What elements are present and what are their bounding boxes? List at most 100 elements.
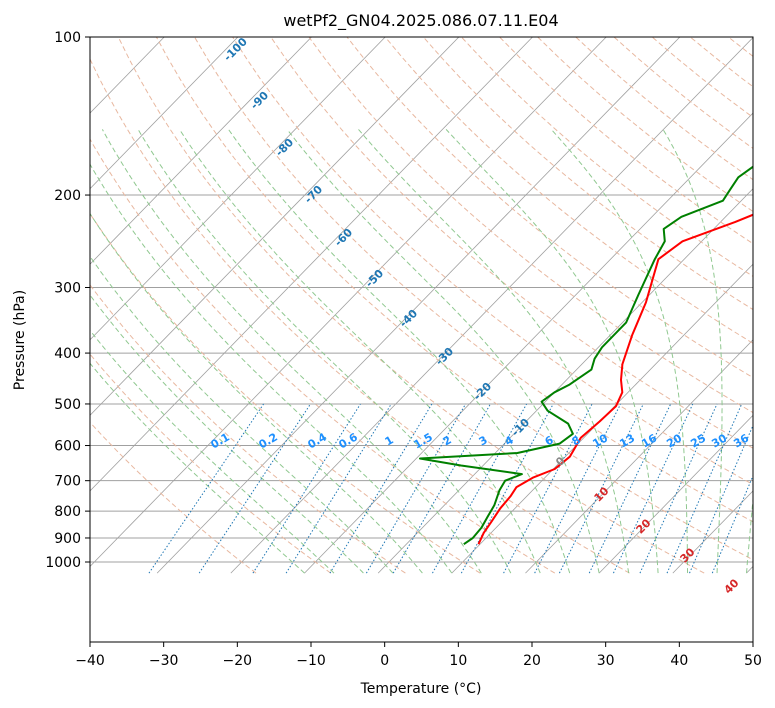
dry-adiabat-label: -80 (273, 136, 296, 159)
moist-adiabat-line (90, 329, 335, 574)
y-axis: 100 200 300 400 500 600 700 800 900 1000 (45, 30, 90, 571)
mixing-ratio-line (365, 403, 467, 574)
x-tick-label: 10 (449, 653, 467, 669)
moist-adiabat-line (137, 129, 512, 574)
mixing-ratio-label: 0.1 (209, 430, 232, 451)
moist-adiabat-line (90, 255, 394, 574)
dry-adiabat-line (537, 37, 753, 213)
moist-adiabat-line (746, 494, 753, 574)
mixing-ratio-label: 10 (590, 431, 610, 450)
plot-frame (89, 36, 754, 643)
dry-adiabat-line (90, 57, 630, 574)
isotherm-line (90, 37, 460, 416)
isotherm-line (598, 414, 753, 574)
background-lines (90, 37, 775, 574)
x-tick-label: −40 (75, 653, 105, 669)
chart-title: wetPf2_GN04.2025.086.07.11.E04 (283, 11, 558, 31)
dry-adiabat-line (194, 37, 753, 523)
x-tick-label: −10 (296, 653, 326, 669)
moist-adiabat-line (101, 129, 482, 574)
mixing-ratio-label: 0.4 (306, 430, 330, 451)
series-group (419, 165, 753, 546)
x-axis: −40 −30 −20 −10 0 10 20 30 40 50 (75, 642, 762, 669)
x-tick-label: 50 (744, 653, 762, 669)
isotherm-line (90, 37, 386, 341)
dry-adiabat-label: -90 (248, 89, 271, 112)
dry-adiabat-line (117, 37, 705, 574)
isotherm-line (672, 490, 753, 574)
mixing-ratio-line (503, 403, 593, 574)
x-tick-label: 0 (380, 653, 389, 669)
isotherm-line (156, 37, 681, 574)
dry-adiabat-label: -40 (397, 307, 420, 330)
y-axis-title: Pressure (hPa) (12, 290, 28, 390)
mixing-ratio-line (689, 424, 753, 574)
mixing-ratio-line (329, 403, 433, 574)
y-tick-label: 200 (54, 188, 81, 204)
dry-adiabat-line (155, 37, 753, 561)
isotherm-line (90, 37, 239, 190)
moist-adiabat-line (358, 129, 630, 574)
mixing-ratio-label: 30 (709, 431, 729, 450)
y-tick-label: 600 (54, 439, 81, 455)
temperature-profile-line (477, 213, 753, 545)
dry-adiabat-label: -50 (363, 267, 386, 290)
y-tick-label: 400 (54, 346, 81, 362)
mixing-ratio-label: 3 (477, 433, 490, 448)
x-tick-label: 20 (523, 653, 541, 669)
moist-adiabat-line (445, 129, 659, 574)
mixing-ratio-label: 2 (441, 433, 454, 448)
mixing-ratio-label: 20 (664, 431, 684, 450)
x-axis-title: Temperature (°C) (360, 681, 482, 697)
isotherm-line (230, 37, 753, 574)
dry-adiabat-line (461, 37, 753, 277)
mixing-ratio-line (148, 403, 265, 574)
mixing-ratio-line (198, 403, 311, 574)
moist-adiabat-line (286, 129, 600, 574)
dry-adiabat-line (767, 37, 775, 573)
mixing-ratio-label: 0.6 (337, 430, 361, 451)
moist-adiabat-line (90, 163, 453, 574)
moist-adiabat-line (90, 212, 423, 574)
mixing-ratio-line (612, 403, 694, 574)
x-tick-label: −20 (223, 653, 253, 669)
x-tick-label: 40 (670, 653, 688, 669)
moist-adiabat-line (662, 129, 723, 574)
dry-adiabat-label: -100 (221, 35, 250, 64)
isotherm-line (90, 37, 533, 492)
y-tick-label: 300 (54, 280, 81, 296)
dry-adiabat-line (270, 37, 753, 449)
isotherm-line (304, 112, 753, 574)
x-tick-label: 30 (597, 653, 615, 669)
mixing-ratio-line (285, 403, 392, 574)
dry-adiabat-line (232, 37, 753, 486)
dry-adiabat-line (346, 37, 753, 379)
dry-adiabat-line (90, 421, 257, 574)
y-tick-label: 900 (54, 531, 81, 547)
y-tick-label: 1000 (45, 555, 81, 571)
dry-adiabat-line (499, 37, 753, 245)
moist-adiabat-label: 20 (634, 516, 654, 536)
mixing-ratio-line (534, 403, 622, 574)
isotherm-line (525, 339, 753, 574)
dewpoint-profile-line (419, 165, 753, 546)
dry-adiabat-label: -30 (433, 345, 456, 368)
isotherm-line (451, 263, 753, 574)
moist-adiabat-line (550, 129, 689, 574)
dry-adiabat-line (90, 353, 331, 574)
isotherm-line (90, 37, 607, 568)
moist-adiabat-label: 40 (722, 576, 742, 596)
y-tick-label: 800 (54, 504, 81, 520)
moist-adiabat-line (90, 294, 364, 574)
mixing-ratio-line (432, 403, 528, 574)
x-tick-label: −30 (149, 653, 179, 669)
y-tick-label: 500 (54, 397, 81, 413)
dry-adiabat-label: -70 (302, 183, 325, 206)
dry-adiabat-line (384, 37, 753, 344)
moist-adiabat-line (228, 129, 571, 574)
moist-adiabat-line (179, 129, 541, 574)
mixing-ratio-label: 1 (383, 433, 396, 448)
moist-adiabat-line (90, 362, 305, 574)
mixing-ratio-line (666, 403, 743, 574)
